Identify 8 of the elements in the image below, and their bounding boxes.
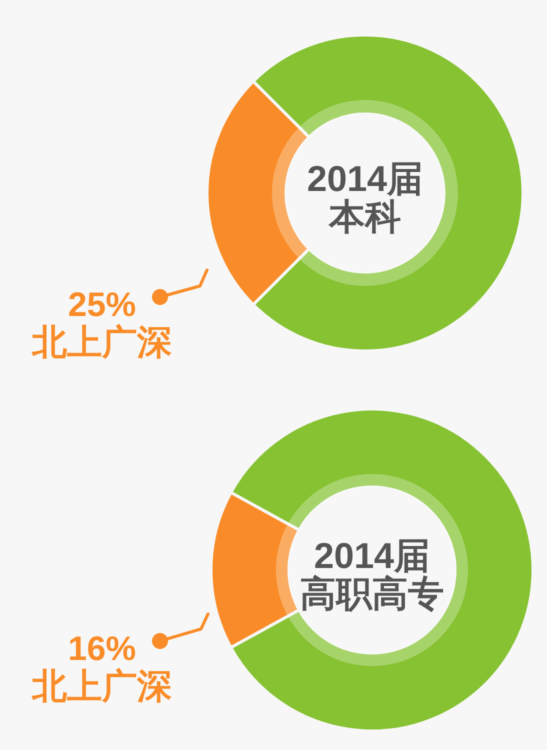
text: 2014届: [314, 535, 430, 576]
text: 2014届: [306, 158, 424, 199]
data-label: 16%: [68, 630, 136, 668]
text: 高职高专: [300, 573, 444, 614]
data-label: 25%: [68, 286, 136, 324]
text: 本科: [328, 196, 401, 237]
legend-label: 北上广深: [31, 667, 172, 706]
legend-label: 北上广深: [31, 323, 172, 362]
